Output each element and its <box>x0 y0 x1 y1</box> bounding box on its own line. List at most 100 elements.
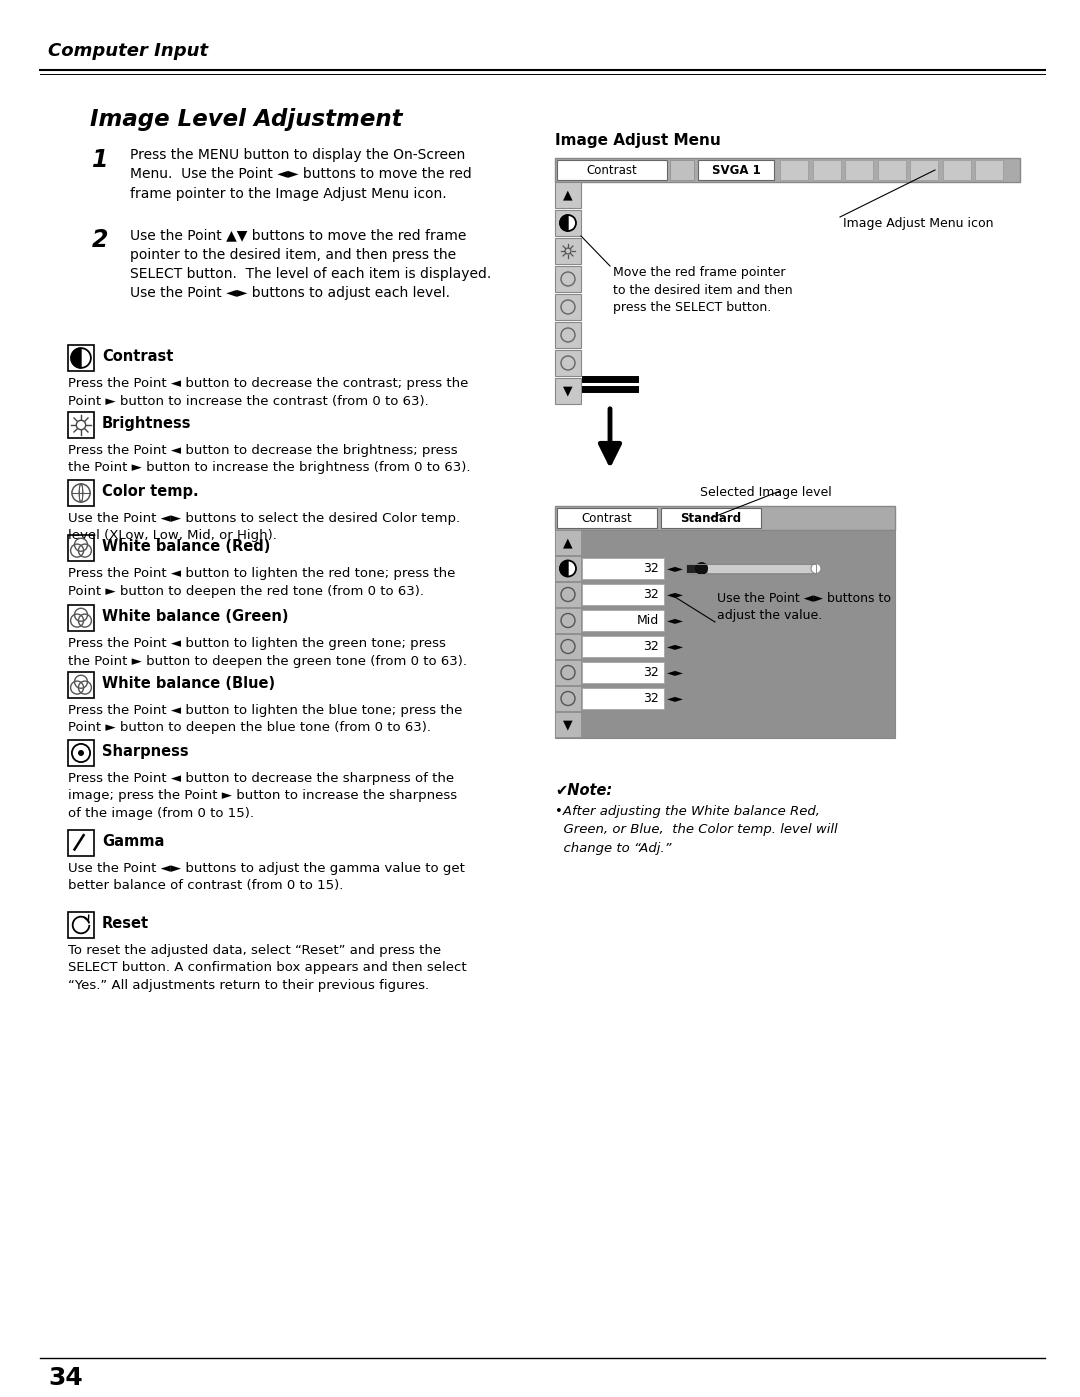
Bar <box>68 481 94 506</box>
Text: Press the Point ◄ button to decrease the sharpness of the
image; press the Point: Press the Point ◄ button to decrease the… <box>68 773 457 820</box>
Bar <box>555 556 581 581</box>
Text: Use the Point ◄► buttons to select the desired Color temp.
level (XLow, Low, Mid: Use the Point ◄► buttons to select the d… <box>68 511 460 542</box>
Text: ◄: ◄ <box>667 616 675 626</box>
Bar <box>555 506 895 529</box>
Bar <box>557 509 657 528</box>
Bar <box>582 584 664 605</box>
Text: White balance (Blue): White balance (Blue) <box>102 676 275 692</box>
Bar <box>557 161 667 180</box>
Bar <box>975 161 1003 180</box>
Text: Image Adjust Menu icon: Image Adjust Menu icon <box>843 217 994 231</box>
Bar <box>555 583 581 608</box>
Text: ▼: ▼ <box>563 384 572 398</box>
Bar <box>670 161 694 180</box>
Bar <box>845 161 873 180</box>
Bar <box>555 293 581 320</box>
Text: 32: 32 <box>644 588 659 601</box>
Circle shape <box>811 563 821 574</box>
Bar <box>686 564 702 573</box>
Bar <box>686 563 816 574</box>
Bar <box>555 158 1020 182</box>
Bar <box>555 182 581 208</box>
Text: ✔Note:: ✔Note: <box>555 782 612 798</box>
Bar <box>555 608 581 633</box>
Circle shape <box>565 249 571 254</box>
Text: ►: ► <box>675 641 683 651</box>
Text: Press the Point ◄ button to decrease the contrast; press the
Point ► button to i: Press the Point ◄ button to decrease the… <box>68 377 469 408</box>
Bar <box>555 712 581 738</box>
Bar <box>707 564 816 573</box>
Bar <box>943 161 971 180</box>
Bar <box>555 634 581 659</box>
Text: 32: 32 <box>644 666 659 679</box>
Bar <box>555 265 581 292</box>
Text: Move the red frame pointer
to the desired item and then
press the SELECT button.: Move the red frame pointer to the desire… <box>613 265 793 314</box>
Polygon shape <box>561 560 568 577</box>
Text: ▼: ▼ <box>563 718 572 731</box>
Text: ►: ► <box>675 563 683 574</box>
Bar <box>555 529 895 738</box>
Bar <box>582 662 664 683</box>
Circle shape <box>79 750 83 756</box>
Text: Use the Point ◄► buttons to
adjust the value.: Use the Point ◄► buttons to adjust the v… <box>717 592 891 622</box>
Bar <box>582 636 664 657</box>
Bar <box>582 557 664 578</box>
Text: 2: 2 <box>92 228 108 251</box>
Text: Use the Point ◄► buttons to adjust the gamma value to get
better balance of cont: Use the Point ◄► buttons to adjust the g… <box>68 862 464 893</box>
Text: Reset: Reset <box>102 916 149 930</box>
Bar <box>910 161 939 180</box>
Text: Selected Image level: Selected Image level <box>700 486 832 499</box>
Bar <box>555 379 581 404</box>
Text: ▲: ▲ <box>563 189 572 201</box>
Text: Contrast: Contrast <box>582 511 633 524</box>
Bar <box>780 161 808 180</box>
Bar <box>582 687 664 710</box>
Bar <box>68 740 94 766</box>
Bar <box>698 161 774 180</box>
Circle shape <box>71 348 91 367</box>
Text: Color temp.: Color temp. <box>102 483 199 499</box>
Text: Mid: Mid <box>637 615 659 627</box>
Circle shape <box>561 215 576 231</box>
Text: 32: 32 <box>644 562 659 576</box>
Circle shape <box>696 563 707 574</box>
Text: White balance (Red): White balance (Red) <box>102 539 270 555</box>
Bar <box>555 686 581 711</box>
Text: 1: 1 <box>92 148 108 172</box>
Bar <box>555 351 581 376</box>
Bar <box>68 535 94 562</box>
Bar <box>555 210 581 236</box>
Text: 34: 34 <box>48 1366 83 1390</box>
Text: •After adjusting the White balance Red,
  Green, or Blue,  the Color temp. level: •After adjusting the White balance Red, … <box>555 805 838 855</box>
Bar <box>68 672 94 698</box>
Bar <box>555 237 581 264</box>
Text: Image Adjust Menu: Image Adjust Menu <box>555 133 720 148</box>
Text: Computer Input: Computer Input <box>48 42 208 60</box>
Text: ◄: ◄ <box>667 590 675 599</box>
Text: ◄: ◄ <box>667 693 675 704</box>
Bar <box>68 605 94 631</box>
Bar <box>555 321 581 348</box>
Text: ►: ► <box>675 590 683 599</box>
Circle shape <box>77 420 85 430</box>
Text: Contrast: Contrast <box>586 163 637 176</box>
Text: Brightness: Brightness <box>102 416 191 432</box>
Text: ▲: ▲ <box>563 536 572 549</box>
Text: ◄: ◄ <box>667 563 675 574</box>
Bar <box>68 830 94 856</box>
Circle shape <box>561 560 576 577</box>
Text: ►: ► <box>675 668 683 678</box>
Bar <box>582 610 664 631</box>
Text: Sharpness: Sharpness <box>102 745 189 759</box>
Text: 32: 32 <box>644 640 659 652</box>
Text: Press the Point ◄ button to lighten the blue tone; press the
Point ► button to d: Press the Point ◄ button to lighten the … <box>68 704 462 735</box>
Text: ◄: ◄ <box>667 668 675 678</box>
Bar <box>813 161 841 180</box>
Text: Use the Point ▲▼ buttons to move the red frame
pointer to the desired item, and : Use the Point ▲▼ buttons to move the red… <box>130 228 491 300</box>
Polygon shape <box>71 348 81 367</box>
Text: Press the Point ◄ button to lighten the green tone; press
the Point ► button to : Press the Point ◄ button to lighten the … <box>68 637 467 668</box>
Text: ◄: ◄ <box>667 641 675 651</box>
Bar <box>878 161 906 180</box>
Text: Standard: Standard <box>680 511 742 524</box>
Text: ►: ► <box>675 616 683 626</box>
